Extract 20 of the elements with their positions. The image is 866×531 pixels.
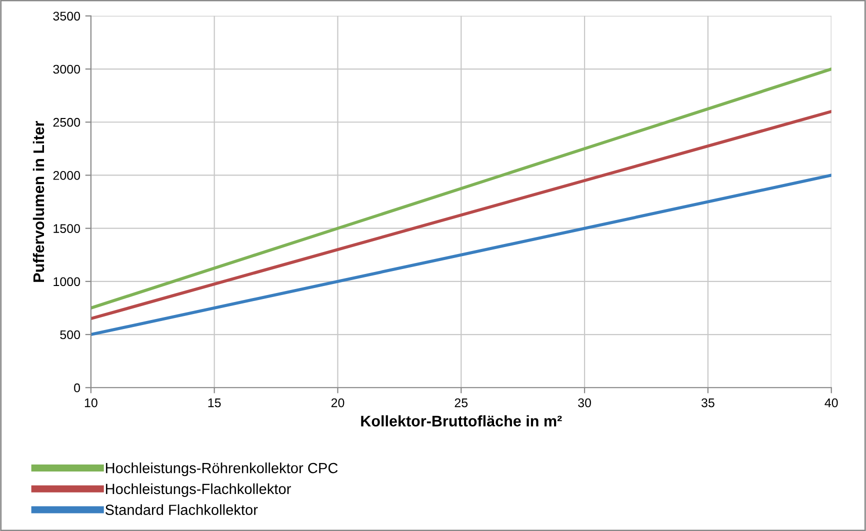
x-tick-label: 25 xyxy=(454,398,468,408)
y-axis-title: Puffervolumen in Liter xyxy=(32,120,44,282)
x-tick-label: 20 xyxy=(331,398,344,408)
y-tick-label: 500 xyxy=(60,330,80,340)
legend-label: Standard Flachkollektor xyxy=(105,504,258,515)
y-tick-label: 2000 xyxy=(53,171,80,180)
x-tick-label: 35 xyxy=(701,398,714,408)
x-axis-title: Kollektor-Bruttofläche in m² xyxy=(361,415,562,426)
x-tick-label: 30 xyxy=(578,398,592,408)
y-tick-label: 3500 xyxy=(53,12,80,21)
y-tick-label: 1000 xyxy=(54,277,80,286)
x-tick-label: 10 xyxy=(84,398,98,408)
legend-label: Hochleistungs-Röhrenkollektor CPC xyxy=(106,462,338,476)
y-tick-label: 3000 xyxy=(53,64,80,74)
legend-label: Hochleistungs-Flachkollektor xyxy=(106,483,291,497)
x-tick-label: 15 xyxy=(208,398,221,408)
y-tick-label: 2500 xyxy=(53,118,80,127)
y-tick-label: 0 xyxy=(74,383,80,392)
x-tick-label: 40 xyxy=(824,398,838,408)
y-tick-label: 1500 xyxy=(54,224,80,233)
